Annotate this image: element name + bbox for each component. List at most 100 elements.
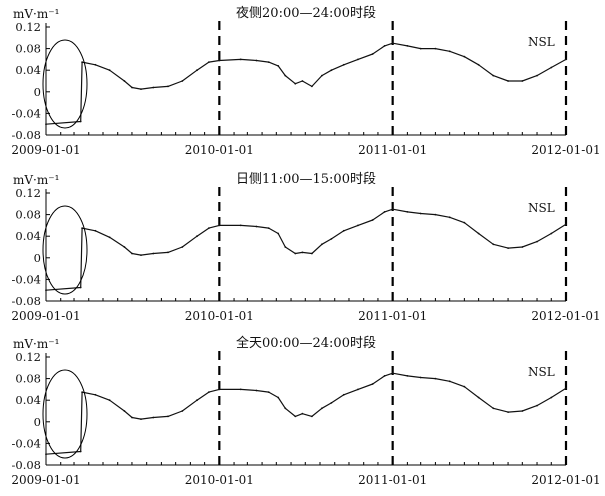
station-label: NSL xyxy=(528,35,555,49)
data-point xyxy=(239,58,242,61)
data-point xyxy=(536,404,538,407)
data-point xyxy=(406,45,409,47)
data-point xyxy=(434,377,437,380)
y-tick-label: 0.12 xyxy=(15,186,41,200)
data-point xyxy=(477,63,480,66)
data-point xyxy=(181,246,184,248)
data-point xyxy=(448,380,451,383)
data-point xyxy=(267,391,270,393)
data-point xyxy=(255,389,258,392)
data-point xyxy=(294,82,297,85)
data-point xyxy=(301,251,304,254)
highlight-ellipse xyxy=(42,39,88,129)
data-point xyxy=(434,213,437,216)
y-unit-label: mV·m⁻¹ xyxy=(13,173,59,187)
data-point xyxy=(550,66,553,69)
data-point xyxy=(218,224,221,227)
data-point xyxy=(550,232,553,235)
data-point xyxy=(131,252,133,255)
data-point xyxy=(123,410,126,412)
data-point xyxy=(208,61,210,63)
data-point xyxy=(81,227,83,230)
data-point xyxy=(536,240,538,243)
data-point xyxy=(357,58,359,61)
y-tick-label: 0.08 xyxy=(15,42,41,56)
y-tick-label: -0.08 xyxy=(12,294,42,308)
data-point xyxy=(419,376,422,379)
data-point xyxy=(321,74,323,77)
data-point xyxy=(108,236,111,239)
station-label: NSL xyxy=(528,201,555,215)
y-tick-label: -0.04 xyxy=(12,106,42,120)
data-point xyxy=(330,69,333,72)
data-point xyxy=(284,74,287,77)
data-point xyxy=(391,372,394,375)
series-line-1 xyxy=(45,208,567,291)
data-point xyxy=(342,393,345,396)
data-point xyxy=(131,86,133,89)
data-point xyxy=(391,208,394,211)
data-point xyxy=(342,229,345,232)
data-point xyxy=(321,407,323,410)
data-point xyxy=(357,224,359,227)
series-line-1 xyxy=(45,42,567,125)
data-point xyxy=(267,227,270,230)
data-point xyxy=(152,86,155,89)
station-label: NSL xyxy=(528,365,555,379)
data-point xyxy=(463,55,466,58)
data-point xyxy=(181,80,184,82)
data-point xyxy=(294,415,297,418)
data-point xyxy=(196,69,198,72)
x-tick-label: 2011-01-01 xyxy=(358,143,427,157)
data-point xyxy=(507,80,509,82)
data-point xyxy=(521,410,524,412)
data-point xyxy=(492,74,495,77)
data-point xyxy=(167,415,169,418)
data-point xyxy=(330,402,333,404)
data-point xyxy=(463,385,466,388)
data-point xyxy=(94,393,97,396)
data-point xyxy=(492,243,495,246)
data-point xyxy=(81,61,83,63)
data-point xyxy=(419,212,422,215)
data-point xyxy=(383,211,386,213)
panel-title: 全天00:00—24:00时段 xyxy=(236,335,376,351)
data-point xyxy=(218,59,221,62)
data-point xyxy=(267,61,270,63)
data-point xyxy=(108,69,111,72)
data-point xyxy=(311,85,313,88)
y-tick-label: -0.08 xyxy=(12,458,42,472)
data-point xyxy=(371,219,374,221)
data-point xyxy=(507,247,509,250)
data-point xyxy=(167,251,169,254)
data-point xyxy=(152,252,155,255)
y-tick-label: -0.04 xyxy=(12,272,42,286)
data-point xyxy=(140,88,142,90)
data-point xyxy=(255,59,258,62)
data-point xyxy=(565,58,567,61)
data-point xyxy=(45,453,47,456)
data-point xyxy=(342,63,345,66)
data-point xyxy=(477,232,480,235)
data-point xyxy=(507,411,509,413)
x-tick-label: 2011-01-01 xyxy=(358,309,427,323)
y-tick-label: 0 xyxy=(34,415,41,429)
data-point xyxy=(301,80,304,82)
data-point xyxy=(218,388,221,391)
data-point xyxy=(284,407,287,410)
data-point xyxy=(255,225,258,228)
y-tick-label: 0.04 xyxy=(15,393,41,407)
highlight-ellipse xyxy=(42,205,88,295)
data-point xyxy=(321,243,323,246)
data-point xyxy=(277,396,280,399)
data-point xyxy=(406,375,409,377)
data-point xyxy=(123,80,126,82)
y-unit-label: mV·m⁻¹ xyxy=(13,7,59,21)
data-point xyxy=(277,65,280,67)
x-tick-label: 2012-01-01 xyxy=(531,309,600,323)
highlight-ellipse xyxy=(42,369,88,459)
data-point xyxy=(448,216,451,219)
data-point xyxy=(419,47,422,50)
data-point xyxy=(45,289,47,292)
